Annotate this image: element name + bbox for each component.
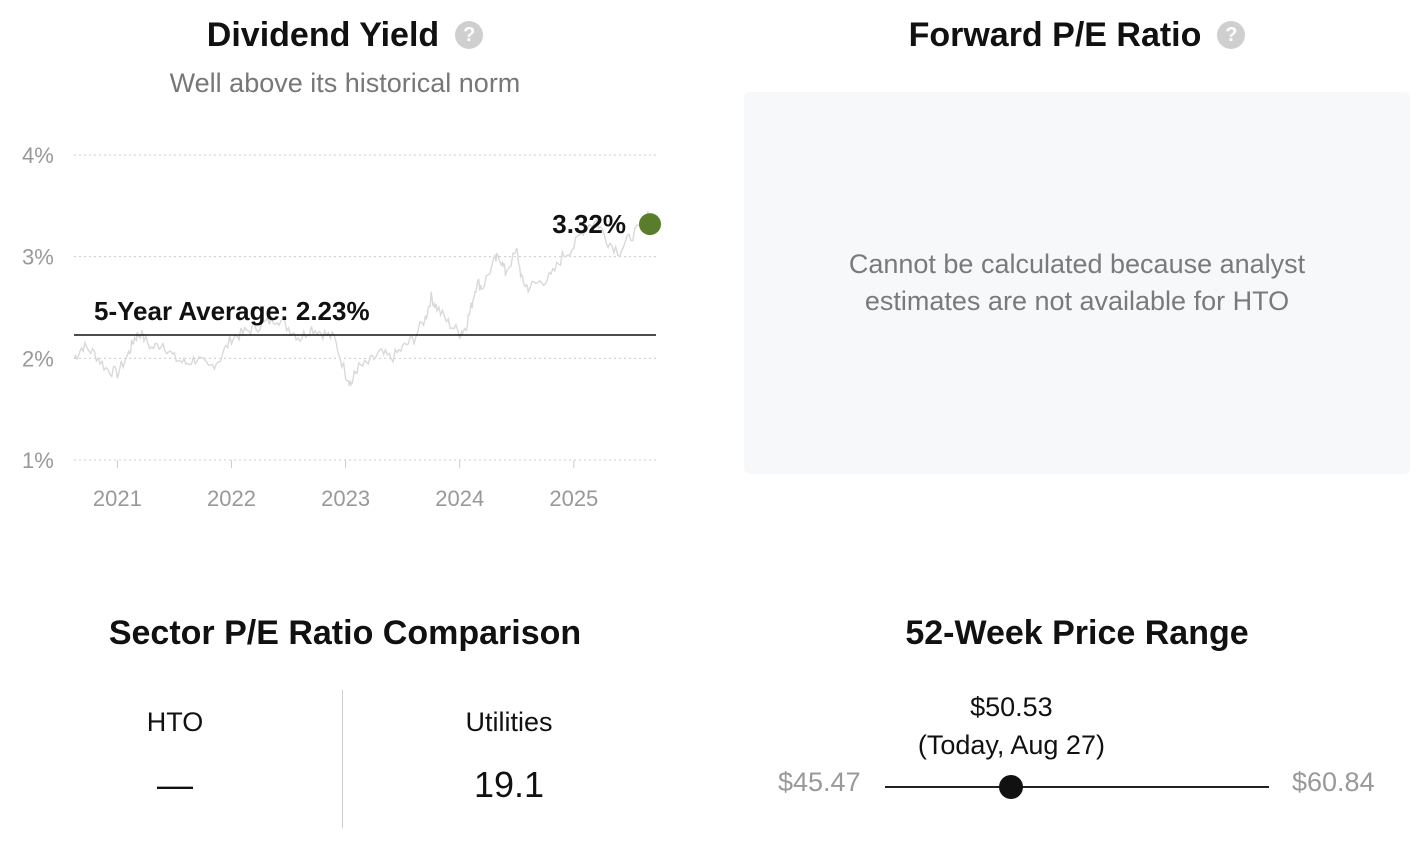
dividend-yield-title: Dividend Yield ?: [60, 14, 630, 56]
range-high: $60.84: [1292, 767, 1375, 797]
y-tick-label: 3%: [22, 245, 54, 270]
x-tick-label: 2025: [549, 486, 598, 511]
x-tick-label: 2022: [207, 486, 256, 511]
x-tick-label: 2021: [93, 486, 142, 511]
range-low: $45.47: [778, 767, 861, 797]
current-yield-label: 3.32%: [552, 209, 626, 239]
dividend-yield-subtitle: Well above its historical norm: [169, 68, 521, 98]
price-range-title: 52-Week Price Range: [905, 613, 1249, 652]
average-label: 5-Year Average: 2.23%: [94, 296, 370, 326]
dividend-yield-chart: 1% 2% 3% 4% 2021 2022 2023 2024 2025 5-Year Avera…: [22, 143, 661, 511]
current-date: (Today, Aug 27): [917, 730, 1105, 760]
company-pe-value: —: [157, 764, 193, 805]
sector-pe-value: 19.1: [473, 764, 545, 805]
company-label: HTO: [146, 707, 204, 737]
y-tick-label: 2%: [22, 346, 54, 371]
sector-pe-title: Sector P/E Ratio Comparison: [108, 613, 582, 652]
current-yield-dot: [639, 213, 661, 236]
x-tick-label: 2024: [435, 486, 484, 511]
sector-divider: [342, 690, 343, 828]
x-tick-label: 2023: [321, 486, 370, 511]
y-tick-label: 4%: [22, 143, 54, 168]
sector-label: Utilities: [465, 707, 553, 737]
y-tick-label: 1%: [22, 448, 54, 473]
current-price: $50.53: [970, 692, 1053, 722]
yield-series-line: [73, 210, 649, 387]
forward-pe-title-text: Forward P/E Ratio: [908, 15, 1202, 54]
current-price-marker: [999, 775, 1024, 799]
dividend-yield-title-text: Dividend Yield: [206, 15, 440, 54]
forward-pe-message: Cannot be calculated because analyst est…: [848, 249, 1306, 316]
current-price-label: $50.53 (Today, Aug 27): [861, 688, 1161, 764]
forward-pe-title: Forward P/E Ratio ?: [744, 14, 1410, 56]
question-circle-icon[interactable]: ?: [1217, 21, 1246, 49]
question-circle-icon[interactable]: ?: [455, 21, 484, 49]
forward-pe-box: Cannot be calculated because analyst est…: [744, 92, 1410, 474]
range-track: [885, 786, 1269, 788]
